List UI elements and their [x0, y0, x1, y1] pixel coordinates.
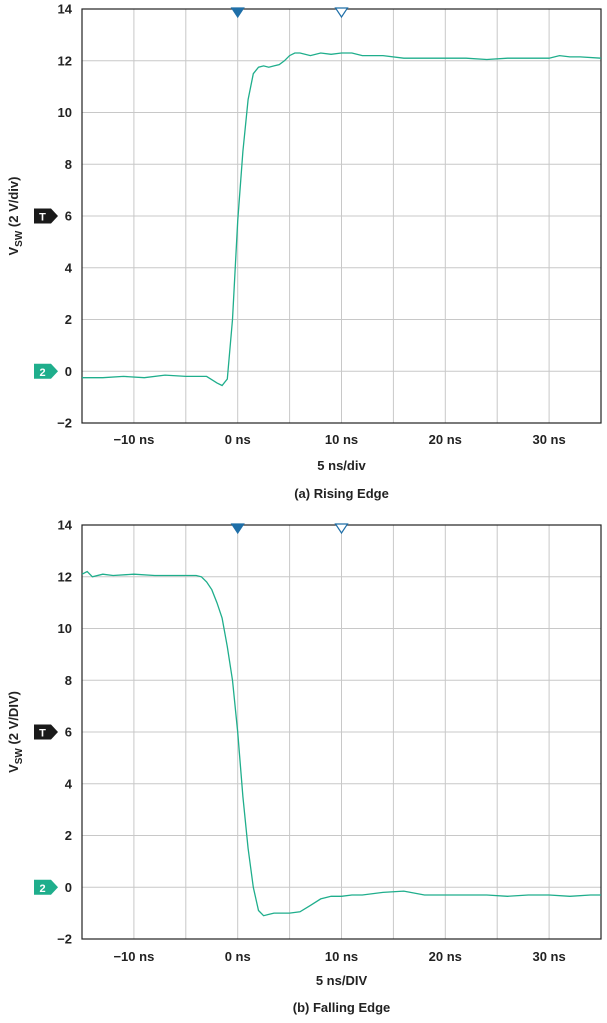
svg-text:T: T: [39, 212, 46, 224]
y-tick-label: 0: [65, 364, 72, 379]
y-tick-label: 0: [65, 880, 72, 895]
svg-text:2: 2: [39, 883, 45, 895]
x-axis-label: 5 ns/div: [317, 458, 366, 473]
x-axis-label: 5 ns/DIV: [316, 973, 368, 988]
x-tick-label: 20 ns: [429, 432, 462, 447]
trigger-position-marker: [230, 523, 245, 535]
svg-text:T: T: [39, 728, 46, 740]
svg-text:2: 2: [39, 367, 45, 379]
x-tick-label: −10 ns: [113, 432, 154, 447]
x-tick-label: 0 ns: [225, 949, 251, 964]
x-tick-label: 30 ns: [532, 432, 565, 447]
y-tick-label: −2: [57, 416, 72, 431]
y-tick-label: −2: [57, 932, 72, 947]
y-tick-label: 4: [65, 260, 73, 275]
cursor-marker: [334, 523, 349, 535]
channel-marker: 2: [34, 363, 58, 379]
waveform-trace: [81, 570, 601, 917]
y-tick-label: 10: [58, 105, 72, 120]
y-tick-label: 8: [65, 157, 72, 172]
y-tick-label: 8: [65, 673, 72, 688]
x-tick-label: 10 ns: [325, 432, 358, 447]
x-tick-label: 20 ns: [429, 949, 462, 964]
chart-panel-0: −2 0 2 4 6 8 10 12 14 −10 ns 0 ns 10 ns 20 ns 30 ns 5 …: [6, 2, 602, 501]
chart-caption: (b) Falling Edge: [293, 1000, 391, 1015]
chart-caption: (a) Rising Edge: [294, 486, 389, 501]
x-tick-label: −10 ns: [113, 949, 154, 964]
y-tick-label: 6: [65, 725, 72, 740]
y-tick-label: 14: [58, 2, 73, 17]
x-tick-label: 30 ns: [532, 949, 565, 964]
chart-panel-1: −2 0 2 4 6 8 10 12 14 −10 ns 0 ns 10 ns 20 ns 30 ns 5 …: [6, 518, 602, 1015]
trigger-marker: T: [34, 208, 58, 224]
y-axis-label: VSW (2 V/DIV): [6, 691, 25, 773]
cursor-marker: [334, 7, 349, 19]
y-tick-label: 14: [58, 518, 73, 533]
waveform-trace: [82, 52, 602, 387]
x-tick-label: 0 ns: [225, 432, 251, 447]
y-tick-label: 6: [65, 209, 72, 224]
y-axis-label: VSW (2 V/div): [6, 177, 25, 256]
channel-marker: 2: [34, 879, 58, 895]
y-tick-label: 2: [65, 312, 72, 327]
trigger-position-marker: [230, 7, 245, 19]
y-tick-label: 12: [58, 569, 72, 584]
trigger-marker: T: [34, 724, 58, 740]
y-tick-label: 10: [58, 621, 72, 636]
y-tick-label: 4: [65, 776, 73, 791]
y-tick-label: 12: [58, 53, 72, 68]
x-tick-label: 10 ns: [325, 949, 358, 964]
y-tick-label: 2: [65, 828, 72, 843]
